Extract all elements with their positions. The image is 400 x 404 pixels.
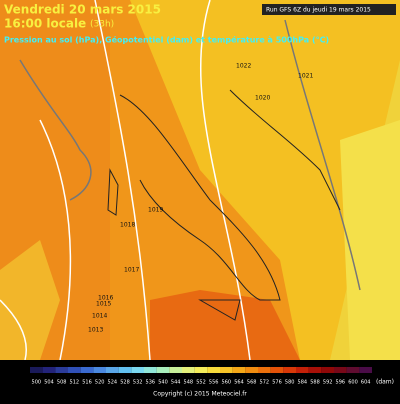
isobar-label: 1021 xyxy=(298,73,313,80)
legend-label: 508 xyxy=(57,380,67,386)
contour-line xyxy=(39,119,72,361)
isobar-label: 1013 xyxy=(88,327,103,334)
legend-label: 524 xyxy=(108,380,118,386)
legend-swatch xyxy=(194,367,208,373)
isobars xyxy=(19,19,361,291)
legend-swatch xyxy=(283,367,296,373)
isobar-label: 1022 xyxy=(236,63,251,70)
legend-label: 520 xyxy=(95,380,105,386)
legend-label: 536 xyxy=(146,380,156,386)
legend-swatch xyxy=(169,367,182,373)
isobar-label: 1019 xyxy=(148,207,163,214)
legend-swatch xyxy=(131,367,144,373)
legend-label: 596 xyxy=(336,380,346,386)
copyright: Copyright (c) 2015 Meteociel.fr xyxy=(153,391,247,398)
coastline xyxy=(107,168,119,216)
legend-label: 544 xyxy=(171,380,181,386)
run-info: Run GFS 6Z du jeudi 19 mars 2015 xyxy=(266,7,371,14)
legend-label: 580 xyxy=(285,380,295,386)
legend-label: 584 xyxy=(298,380,308,386)
legend-label: 504 xyxy=(44,380,54,386)
isobar-label: 1014 xyxy=(92,313,107,320)
legend-label: 572 xyxy=(260,380,270,386)
coastline xyxy=(229,89,341,211)
zone-red xyxy=(150,290,300,360)
legend-swatch xyxy=(118,367,132,373)
legend-swatch xyxy=(296,367,309,373)
legend-label: 548 xyxy=(184,380,194,386)
isobar-line xyxy=(19,59,92,201)
legend-swatch xyxy=(68,367,81,373)
zone-east-light xyxy=(340,120,400,360)
legend-swatch xyxy=(106,367,119,373)
legend: 500 504 508 512 516 520 524 528 532 536 540 544 548 5… xyxy=(30,367,372,386)
isobar-label: 1015 xyxy=(96,301,111,308)
date: Vendredi 20 mars 2015 xyxy=(4,3,161,17)
legend-label: 576 xyxy=(272,380,282,386)
legend-label: 500 xyxy=(32,380,42,386)
contours xyxy=(0,0,251,361)
legend-swatch xyxy=(93,367,106,373)
subtitle: Pression au sol (hPa), Géopotentiel (dam… xyxy=(4,35,329,45)
legend-swatch xyxy=(232,367,246,373)
legend-swatch xyxy=(156,367,170,373)
legend-swatch xyxy=(80,367,94,373)
legend-label: 592 xyxy=(323,380,333,386)
legend-swatch xyxy=(334,367,347,373)
legend-swatch xyxy=(144,367,157,373)
isobar-label: 1016 xyxy=(98,295,113,302)
legend-label: 564 xyxy=(234,380,244,386)
legend-swatch xyxy=(207,367,220,373)
run-box xyxy=(262,4,396,15)
legend-swatch xyxy=(182,367,195,373)
legend-label: 600 xyxy=(348,380,358,386)
zone-west-light xyxy=(0,240,60,360)
contour-line xyxy=(94,0,151,361)
coastline xyxy=(119,94,281,301)
isobar-line xyxy=(284,19,361,291)
legend-label: 552 xyxy=(196,380,206,386)
legend-label: 532 xyxy=(133,380,143,386)
legend-swatch xyxy=(270,367,284,373)
legend-label: 556 xyxy=(209,380,219,386)
isobar-label: 1017 xyxy=(124,267,139,274)
legend-label: 568 xyxy=(247,380,257,386)
legend-swatch xyxy=(308,367,322,373)
legend-unit: (dam) xyxy=(376,379,394,386)
legend-swatch xyxy=(245,367,258,373)
legend-swatch xyxy=(321,367,334,373)
coastline xyxy=(198,299,241,321)
legend-label: 560 xyxy=(222,380,232,386)
legend-label: 604 xyxy=(361,380,371,386)
lead-time: (33h) xyxy=(90,20,114,30)
isobar-label: 1020 xyxy=(255,95,270,102)
contour-line xyxy=(199,0,251,361)
legend-label: 516 xyxy=(82,380,92,386)
contour-line xyxy=(0,299,27,361)
legend-swatch xyxy=(42,367,56,373)
legend-label: 588 xyxy=(310,380,320,386)
isobar-label: 1018 xyxy=(120,222,135,229)
legend-swatch xyxy=(346,367,360,373)
coastlines xyxy=(107,89,341,321)
time: 16:00 locale xyxy=(4,17,86,31)
legend-label: 540 xyxy=(158,380,168,386)
legend-label: 512 xyxy=(70,380,80,386)
legend-area xyxy=(0,360,400,400)
legend-swatch xyxy=(359,367,372,373)
legend-swatch xyxy=(55,367,68,373)
legend-swatch xyxy=(220,367,233,373)
legend-swatch xyxy=(258,367,271,373)
legend-swatch xyxy=(30,367,43,373)
legend-label: 528 xyxy=(120,380,130,386)
